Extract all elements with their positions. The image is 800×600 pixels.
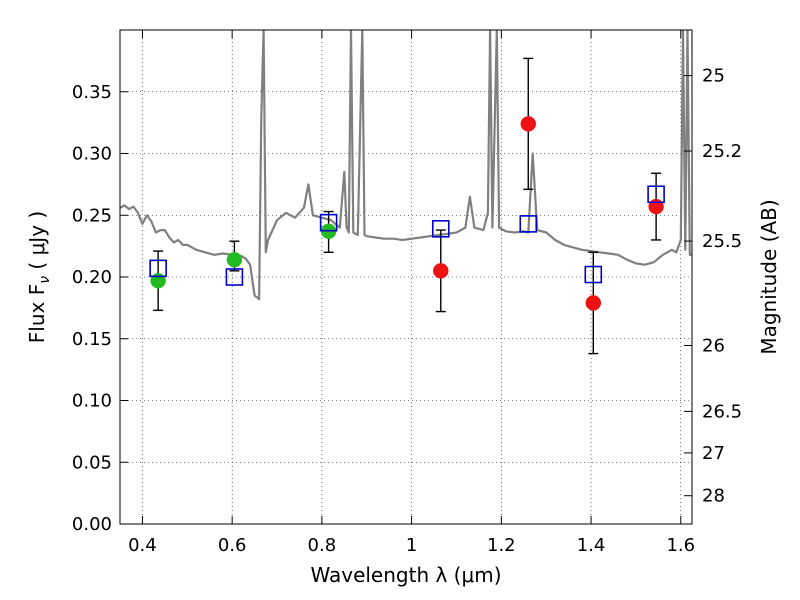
- magnitude-tick-label: 26.5: [702, 401, 742, 422]
- data-point-circle: [648, 198, 664, 215]
- data-point-circle: [226, 251, 243, 268]
- data-point-circle: [585, 295, 602, 311]
- y-tick-label: 0.25: [72, 205, 112, 226]
- x-tick-label: 0.8: [308, 535, 337, 556]
- x-axis-label: Wavelength λ (μm): [310, 563, 501, 587]
- y-tick-label: 0.35: [72, 82, 112, 103]
- data-point-circle: [433, 263, 449, 279]
- magnitude-tick-label: 25.5: [702, 231, 742, 252]
- magnitude-tick-label: 27: [702, 443, 725, 464]
- data-markers: [149, 116, 665, 311]
- magnitude-tick-label: 28: [702, 486, 725, 507]
- x-tick-label: 1.2: [487, 535, 516, 556]
- magnitude-axis-ticks: 25 25.2 25.5 26 26.5 27 28: [684, 66, 742, 507]
- data-point-square: [225, 268, 244, 286]
- y-axis-ticks: 0.00 0.05 0.10 0.15 0.20 0.25 0.30 0.35: [72, 82, 128, 535]
- data-point-circle: [150, 272, 166, 289]
- y-axis-label: Flux Fν ( μJy ): [25, 211, 53, 343]
- magnitude-tick-label: 25.2: [702, 141, 742, 162]
- x-tick-label: 1.4: [577, 535, 606, 556]
- y-tick-label: 0.15: [72, 329, 112, 350]
- x-tick-label: 0.4: [128, 535, 157, 556]
- x-axis-ticks: 0.4 0.6 0.8 1 1.2 1.4 1.6: [128, 30, 695, 556]
- y-tick-label: 0.20: [72, 267, 112, 288]
- x-tick-label: 0.6: [218, 535, 247, 556]
- y-tick-label: 0.30: [72, 144, 112, 165]
- y-tick-label: 0.10: [72, 391, 112, 412]
- data-point-square: [149, 259, 167, 278]
- plot-background: [120, 30, 692, 524]
- data-point-square: [519, 215, 538, 233]
- y-axis-label-main: Flux F: [25, 284, 49, 343]
- y-tick-label: 0.00: [72, 514, 112, 535]
- spectrum-line: [120, 30, 692, 301]
- magnitude-axis-label: Magnitude (AB): [757, 199, 781, 354]
- y-axis-label-subscript: ν: [37, 276, 53, 284]
- data-point-circle: [520, 116, 537, 132]
- data-point-square: [584, 265, 603, 284]
- magnitude-tick-label: 25: [702, 66, 725, 87]
- magnitude-tick-label: 26: [702, 335, 725, 356]
- y-axis-label-unit: ( μJy ): [25, 211, 49, 276]
- data-point-square: [431, 220, 450, 238]
- data-point-square: [647, 185, 665, 204]
- data-point-square: [319, 213, 338, 232]
- x-tick-label: 1: [406, 535, 417, 556]
- x-tick-label: 1.6: [666, 535, 695, 556]
- template-spectrum: [120, 30, 692, 301]
- y-tick-label: 0.05: [72, 452, 112, 473]
